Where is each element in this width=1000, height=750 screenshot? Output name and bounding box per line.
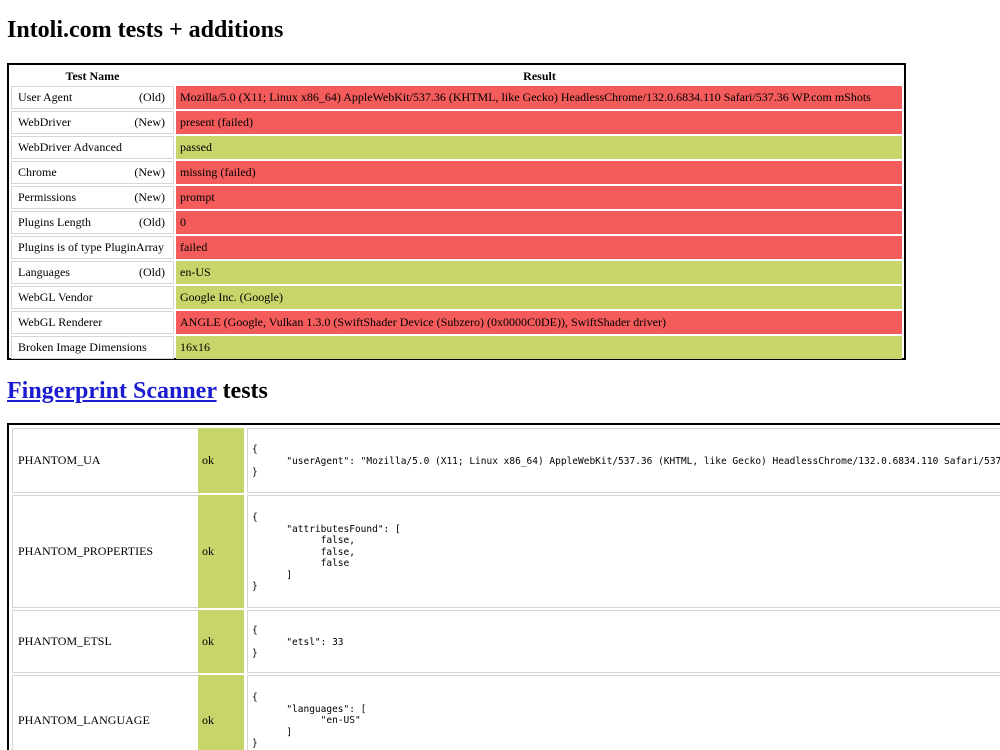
test-version-tag: (New) — [134, 190, 165, 204]
table-row: Plugins is of type PluginArray failed — [9, 236, 904, 259]
intoli-results-table: Test Name Result User Agent (Old) Mozilla/… — [7, 63, 906, 360]
result-cell: Mozilla/5.0 (X11; Linux x86_64) AppleWeb… — [176, 86, 902, 109]
test-name-cell: WebDriver Advanced — [11, 136, 174, 159]
test-version-tag: (Old) — [139, 265, 165, 279]
result-cell: 16x16 — [176, 336, 902, 359]
result-json-cell: { "etsl": 33 } — [247, 610, 1000, 673]
result-json-cell: { "userAgent": "Mozilla/5.0 (X11; Linux … — [247, 428, 1000, 493]
table-row: Languages (Old) en-US — [9, 261, 904, 284]
result-cell: Google Inc. (Google) — [176, 286, 902, 309]
test-name-cell: Permissions (New) — [11, 186, 174, 209]
test-name-cell: WebGL Renderer — [11, 311, 174, 334]
test-version-tag: (Old) — [139, 90, 165, 104]
table-row: WebDriver Advanced passed — [9, 136, 904, 159]
status-cell: ok — [198, 610, 244, 673]
test-name-label: WebDriver — [18, 115, 72, 129]
test-name-label: WebGL Vendor — [18, 290, 93, 304]
intoli-section-title: Intoli.com tests + additions — [7, 17, 284, 43]
test-name-cell: PHANTOM_PROPERTIES — [12, 495, 200, 608]
table-row: WebGL Renderer ANGLE (Google, Vulkan 1.3.… — [9, 311, 904, 334]
test-name-cell: User Agent (Old) — [11, 86, 174, 109]
result-cell: prompt — [176, 186, 902, 209]
test-name-cell: WebGL Vendor — [11, 286, 174, 309]
test-version-tag: (New) — [134, 115, 165, 129]
table-row: Broken Image Dimensions 16x16 — [9, 336, 904, 359]
test-version-tag: (New) — [134, 165, 165, 179]
test-name-cell: PHANTOM_LANGUAGE — [12, 675, 200, 750]
table-row: Permissions (New) prompt — [9, 186, 904, 209]
result-cell: present (failed) — [176, 111, 902, 134]
fingerprint-results-table: PHANTOM_UA ok{ "userAgent": "Mozilla/5.0 … — [7, 423, 1000, 750]
result-cell: ANGLE (Google, Vulkan 1.3.0 (SwiftShader… — [176, 311, 902, 334]
table-row: WebGL Vendor Google Inc. (Google) — [9, 286, 904, 309]
test-name-label: Permissions — [18, 190, 77, 204]
status-cell: ok — [198, 675, 244, 750]
result-cell: failed — [176, 236, 902, 259]
test-name-cell: Plugins Length (Old) — [11, 211, 174, 234]
result-cell: missing (failed) — [176, 161, 902, 184]
result-cell: 0 — [176, 211, 902, 234]
test-name-label: User Agent — [18, 90, 73, 104]
test-name-cell: Plugins is of type PluginArray — [11, 236, 174, 259]
test-name-cell: Broken Image Dimensions — [11, 336, 174, 359]
test-name-label: Languages — [18, 265, 70, 279]
table-row: User Agent (Old) Mozilla/5.0 (X11; Linux x… — [9, 86, 904, 109]
test-name-label: WebDriver Advanced — [18, 140, 122, 154]
status-cell: ok — [198, 495, 244, 608]
test-version-tag: (Old) — [139, 215, 165, 229]
test-name-cell: Languages (Old) — [11, 261, 174, 284]
fingerprint-scanner-link[interactable]: Fingerprint Scanner — [7, 378, 217, 404]
test-name-label: Plugins Length — [18, 215, 92, 229]
test-name-label: Plugins is of type PluginArray — [18, 240, 164, 254]
table-row: Plugins Length (Old) 0 — [9, 211, 904, 234]
test-name-label: Broken Image Dimensions — [18, 340, 147, 354]
table-row: WebDriver (New) present (failed) — [9, 111, 904, 134]
status-cell: ok — [198, 428, 244, 493]
test-name-cell: PHANTOM_ETSL — [12, 610, 200, 673]
result-cell: passed — [176, 136, 902, 159]
fingerprint-section-title: Fingerprint Scanner tests — [7, 377, 268, 405]
test-name-cell: WebDriver (New) — [11, 111, 174, 134]
table-row: Chrome (New) missing (failed) — [9, 161, 904, 184]
result-json-cell: { "attributesFound": [ false, false, fal… — [247, 495, 1000, 608]
result-json-cell: { "languages": [ "en-US" ] } — [247, 675, 1000, 750]
fingerprint-title-suffix: tests — [216, 378, 268, 404]
test-name-header: Test Name — [65, 69, 120, 83]
test-name-label: WebGL Renderer — [18, 315, 103, 329]
test-name-cell: Chrome (New) — [11, 161, 174, 184]
test-name-label: Chrome — [18, 165, 57, 179]
result-header: Result — [523, 69, 556, 83]
test-name-cell: PHANTOM_UA — [12, 428, 200, 493]
result-cell: en-US — [176, 261, 902, 284]
